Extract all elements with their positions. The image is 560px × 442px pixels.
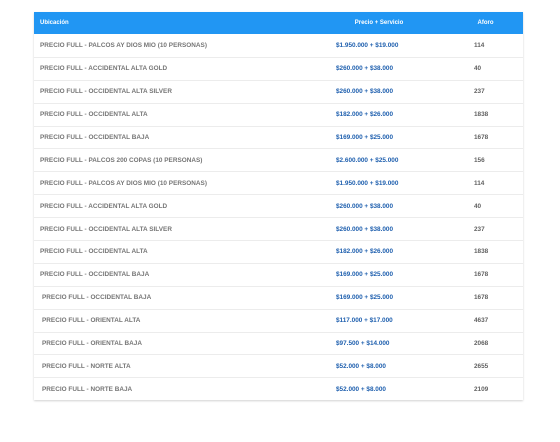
column-header-capacity: Aforo [477, 20, 494, 26]
ticket-price-table: Ubicación Precio + Servicio Aforo PRECIO… [34, 12, 523, 401]
cell-price: $52.000 + $8.000 [336, 362, 386, 370]
cell-location: PRECIO FULL - OCCIDENTAL ALTA SILVER [40, 88, 172, 96]
table-row: PRECIO FULL - PALCOS AY DIOS MIO (10 PER… [34, 34, 523, 57]
cell-capacity: 40 [474, 202, 482, 210]
cell-location: PRECIO FULL - PALCOS AY DIOS MIO (10 PER… [40, 179, 207, 187]
cell-location: PRECIO FULL - OCCIDENTAL BAJA [40, 271, 150, 279]
cell-capacity: 1678 [474, 134, 489, 141]
cell-price: $260.000 + $38.000 [336, 88, 394, 96]
cell-location: PRECIO FULL - NORTE ALTA [42, 362, 131, 370]
cell-capacity: 40 [474, 65, 482, 73]
cell-capacity: 1678 [474, 271, 489, 279]
table-row: PRECIO FULL - OCCIDENTAL BAJA $169.000 + … [34, 285, 523, 309]
cell-capacity: 2109 [474, 385, 489, 393]
table-row: PRECIO FULL - OCCIDENTAL BAJA $169.000 + … [34, 125, 523, 149]
cell-capacity: 156 [474, 156, 485, 164]
cell-location: PRECIO FULL - OCCIDENTAL BAJA [40, 134, 150, 141]
cell-price: $169.000 + $25.000 [336, 294, 394, 302]
cell-price: $169.000 + $25.000 [336, 271, 394, 279]
table-row: PRECIO FULL - PALCOS AY DIOS MIO (10 PER… [34, 171, 523, 194]
cell-capacity: 4637 [474, 317, 489, 325]
cell-capacity: 237 [474, 225, 485, 233]
table-row: PRECIO FULL - PALCOS 200 COPAS (10 PERSO… [34, 148, 523, 171]
cell-capacity: 114 [474, 179, 485, 187]
cell-capacity: 1678 [474, 294, 489, 302]
cell-capacity: 237 [474, 88, 485, 96]
cell-price: $182.000 + $26.000 [336, 111, 394, 119]
cell-price: $1.950.000 + $19.000 [336, 179, 399, 187]
cell-price: $260.000 + $38.000 [336, 202, 394, 210]
cell-capacity: 2655 [474, 362, 489, 370]
column-header-location: Ubicación [40, 20, 69, 26]
cell-capacity: 1838 [474, 111, 489, 119]
table-row: PRECIO FULL - ACCIDENTAL ALTA GOLD $260.0… [34, 56, 523, 80]
table-row: PRECIO FULL - NORTE ALTA $52.000 + $8.000… [34, 354, 523, 377]
cell-capacity: 1838 [474, 248, 489, 256]
cell-price: $260.000 + $38.000 [336, 65, 394, 73]
cell-location: PRECIO FULL - OCCIDENTAL BAJA [42, 294, 152, 302]
cell-location: PRECIO FULL - PALCOS AY DIOS MIO (10 PER… [40, 41, 207, 49]
cell-location: PRECIO FULL - OCCIDENTAL ALTA [40, 248, 148, 256]
table-header: Ubicación Precio + Servicio Aforo [34, 12, 523, 34]
cell-location: PRECIO FULL - OCCIDENTAL ALTA SILVER [40, 225, 172, 233]
table-body: PRECIO FULL - PALCOS AY DIOS MIO (10 PER… [34, 34, 523, 400]
cell-location: PRECIO FULL - OCCIDENTAL ALTA [40, 111, 148, 119]
cell-location: PRECIO FULL - ACCIDENTAL ALTA GOLD [40, 65, 168, 73]
table-row: PRECIO FULL - ORIENTAL BAJA $97.500 + $14… [34, 331, 523, 355]
cell-location: PRECIO FULL - NORTE BAJA [42, 385, 133, 393]
table-row: PRECIO FULL - OCCIDENTAL ALTA SILVER $260… [34, 79, 523, 103]
cell-location: PRECIO FULL - ACCIDENTAL ALTA GOLD [40, 202, 168, 210]
cell-location: PRECIO FULL - ORIENTAL BAJA [42, 340, 142, 348]
table-row: PRECIO FULL - ACCIDENTAL ALTA GOLD $260.0… [34, 194, 523, 217]
table-row: PRECIO FULL - OCCIDENTAL ALTA $182.000 + … [34, 102, 523, 126]
table-row: PRECIO FULL - ORIENTAL ALTA $117.000 + $1… [34, 308, 523, 332]
table-row: PRECIO FULL - OCCIDENTAL BAJA $169.000 + … [34, 262, 523, 286]
cell-price: $117.000 + $17.000 [336, 317, 393, 325]
table-row: PRECIO FULL - OCCIDENTAL ALTA SILVER $260… [34, 217, 523, 240]
cell-location: PRECIO FULL - PALCOS 200 COPAS (10 PERSO… [40, 156, 203, 164]
cell-location: PRECIO FULL - ORIENTAL ALTA [42, 317, 141, 325]
table-row: PRECIO FULL - NORTE BAJA $52.000 + $8.000… [34, 377, 523, 400]
cell-price: $97.500 + $14.000 [336, 340, 390, 348]
column-header-price: Precio + Servicio [354, 20, 404, 26]
cell-capacity: 114 [474, 41, 485, 49]
cell-price: $52.000 + $8.000 [336, 385, 386, 393]
cell-price: $2.600.000 + $25.000 [336, 156, 399, 164]
cell-price: $182.000 + $26.000 [336, 248, 394, 256]
cell-capacity: 2068 [474, 340, 489, 348]
cell-price: $169.000 + $25.000 [336, 134, 394, 141]
table-row: PRECIO FULL - OCCIDENTAL ALTA $182.000 + … [34, 240, 523, 263]
cell-price: $1.950.000 + $19.000 [336, 41, 399, 49]
cell-price: $260.000 + $38.000 [336, 225, 394, 233]
